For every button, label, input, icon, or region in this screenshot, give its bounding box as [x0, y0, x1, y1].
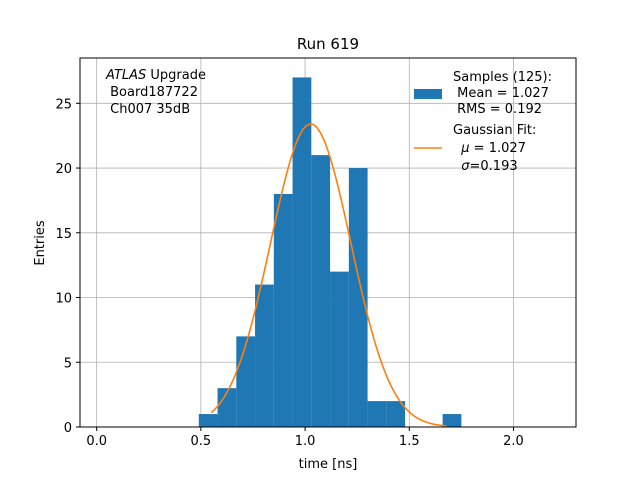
histogram-bar: [236, 336, 256, 427]
y-tick-label: 5: [64, 356, 72, 371]
x-tick-label: 1.5: [399, 434, 420, 449]
bars-layer: [198, 77, 462, 428]
histogram-bar: [386, 401, 406, 427]
histogram-bar: [330, 271, 349, 427]
y-tick-label: 10: [55, 292, 72, 307]
histogram-bar: [367, 401, 387, 427]
legend-mu-value: = 1.027: [470, 141, 526, 156]
legend-fit-line-2: μ = 1.027: [453, 141, 526, 156]
y-ticks: 0 5 10 15 20 25: [55, 97, 80, 436]
atlas-annotation: ATLAS Upgrade Board187722 Ch007 35dB: [105, 68, 206, 117]
annotation-upgrade: Upgrade: [146, 68, 206, 83]
histogram-bar: [273, 193, 293, 427]
plot-frame: [79, 57, 577, 428]
x-tick-label: 0.0: [86, 434, 107, 449]
legend: Samples (125): Mean = 1.027 RMS = 0.192 …: [414, 70, 552, 174]
legend-samples-line-3: RMS = 0.192: [453, 102, 542, 117]
legend-fit-line-1: Gaussian Fit:: [453, 123, 536, 138]
legend-sigma-value: =0.193: [470, 159, 518, 174]
histogram-bar: [255, 284, 274, 427]
y-tick-label: 25: [55, 97, 72, 112]
histogram-bar: [217, 388, 237, 427]
legend-mu-symbol: μ: [453, 141, 470, 156]
x-tick-label: 0.5: [191, 434, 212, 449]
y-axis-label: Entries: [33, 220, 48, 266]
x-tick-label: 1.0: [295, 434, 316, 449]
gaussian-fit-curve: [210, 123, 447, 427]
histogram-bar: [348, 168, 368, 428]
histogram-bar: [311, 155, 331, 427]
histogram-bar: [292, 77, 312, 427]
y-tick-label: 0: [64, 421, 72, 436]
y-tick-label: 15: [55, 227, 72, 242]
annotation-line-3: Ch007 35dB: [106, 102, 190, 117]
histogram-bar: [198, 414, 218, 427]
histogram-bar: [442, 414, 462, 427]
x-tick-label: 2.0: [503, 434, 524, 449]
annotation-atlas-italic: ATLAS: [105, 68, 146, 83]
legend-samples-line-2: Mean = 1.027: [453, 86, 549, 101]
x-axis-label: time [ns]: [299, 457, 358, 472]
legend-fit-line-3: σ=0.193: [453, 159, 518, 174]
x-ticks: 0.0 0.5 1.0 1.5 2.0: [86, 427, 524, 449]
legend-samples-swatch: [414, 89, 442, 99]
chart-title: Run 619: [297, 35, 359, 53]
annotation-line-2: Board187722: [106, 85, 198, 100]
annotation-line-1: ATLAS Upgrade: [105, 68, 206, 83]
legend-sigma-symbol: σ: [453, 159, 470, 174]
legend-samples-line-1: Samples (125):: [453, 70, 552, 85]
y-tick-label: 20: [55, 162, 72, 177]
